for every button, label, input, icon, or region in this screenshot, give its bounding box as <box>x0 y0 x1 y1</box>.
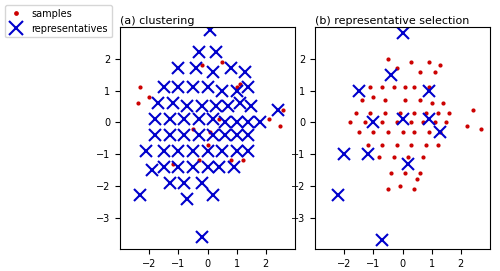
representatives <box>426 89 432 92</box>
samples <box>278 124 283 127</box>
samples <box>379 121 385 124</box>
samples <box>146 95 152 99</box>
samples <box>138 86 143 89</box>
representatives <box>210 194 216 197</box>
representatives <box>364 153 370 156</box>
samples <box>240 159 246 162</box>
samples <box>219 60 225 64</box>
samples <box>198 64 204 67</box>
samples <box>204 143 210 146</box>
representatives <box>406 162 411 165</box>
representatives <box>184 105 190 108</box>
representatives <box>400 32 406 35</box>
representatives <box>176 149 182 153</box>
representatives <box>341 153 347 156</box>
Line: samples: samples <box>347 56 484 192</box>
samples <box>414 178 420 181</box>
samples <box>438 130 444 134</box>
samples <box>216 118 222 121</box>
Legend: samples, representatives: samples, representatives <box>5 5 112 37</box>
representatives <box>426 118 432 121</box>
samples <box>208 130 214 134</box>
Text: (b) representative selection: (b) representative selection <box>315 16 470 26</box>
samples <box>385 187 391 191</box>
samples <box>417 98 423 102</box>
representatives <box>388 73 394 76</box>
representatives <box>438 130 444 134</box>
samples <box>266 118 272 121</box>
representatives <box>213 105 219 108</box>
samples <box>196 159 202 162</box>
samples <box>385 57 391 60</box>
representatives <box>246 121 252 124</box>
samples <box>411 187 417 191</box>
representatives <box>198 235 204 238</box>
samples <box>347 121 353 124</box>
representatives <box>336 194 342 197</box>
samples <box>236 83 242 86</box>
representatives <box>222 121 228 124</box>
samples <box>440 102 446 105</box>
samples <box>228 159 234 162</box>
samples <box>190 127 196 130</box>
representatives <box>370 121 376 124</box>
samples <box>280 108 286 111</box>
Line: representatives: representatives <box>135 25 283 242</box>
samples <box>170 162 175 165</box>
samples <box>134 102 140 105</box>
Line: samples: samples <box>134 59 286 166</box>
representatives <box>379 238 385 241</box>
samples <box>234 86 239 89</box>
representatives <box>400 118 406 121</box>
representatives <box>356 89 362 92</box>
representatives <box>208 29 214 32</box>
Text: (a) clustering: (a) clustering <box>120 16 194 26</box>
Line: representatives: representatives <box>333 28 446 245</box>
